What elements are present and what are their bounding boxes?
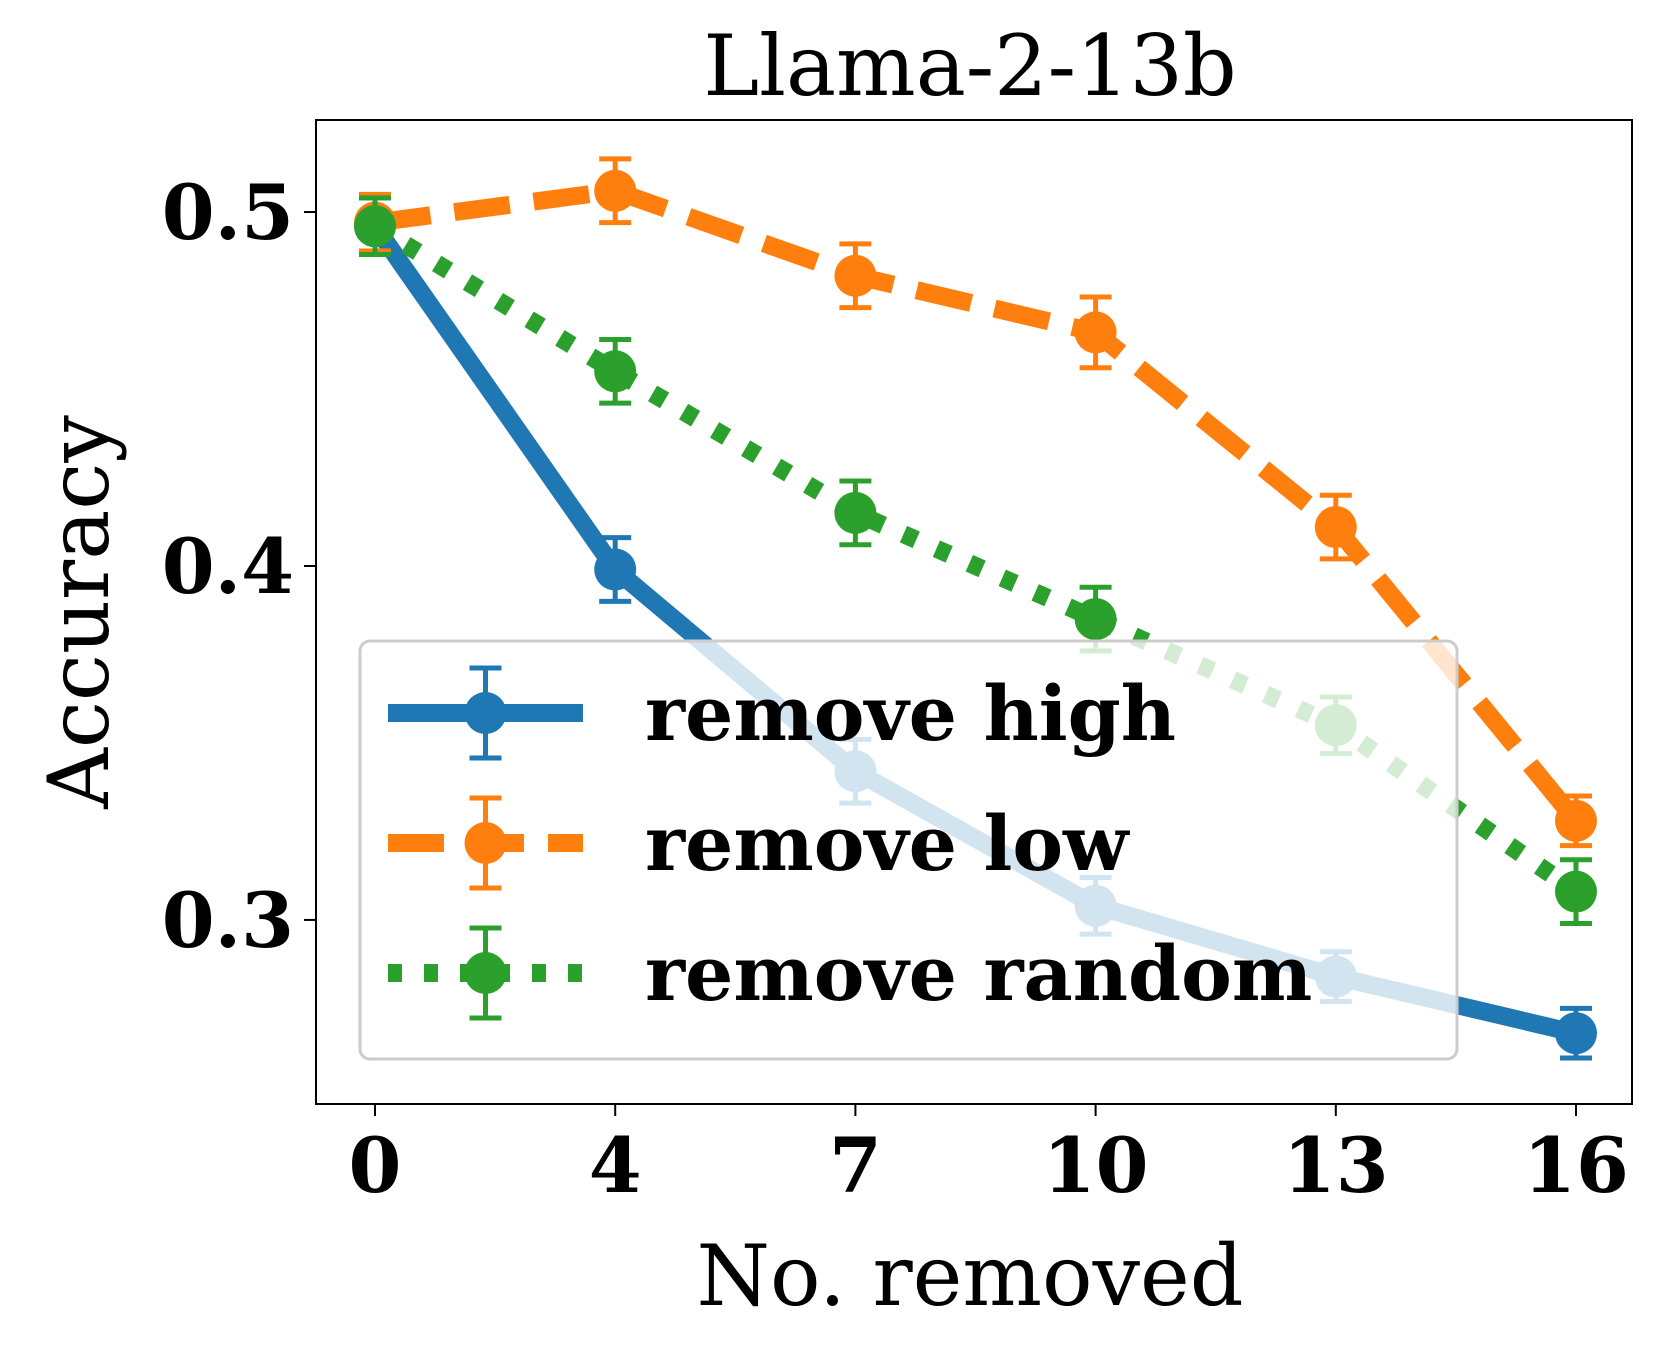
series-line bbox=[373, 181, 1583, 827]
legend-box bbox=[358, 639, 1459, 1061]
x-tick-label: 0 bbox=[349, 1121, 402, 1210]
x-tick-label: 4 bbox=[589, 1121, 642, 1210]
legend-marker bbox=[464, 822, 507, 864]
legend-item: remove low bbox=[388, 795, 1130, 891]
legend-item: remove random bbox=[388, 925, 1312, 1021]
legend-label: remove random bbox=[645, 929, 1312, 1018]
series-line bbox=[370, 218, 1582, 900]
x-axis-label: No. removed bbox=[696, 1227, 1243, 1325]
legend: remove high remove low remove random bbox=[358, 639, 1459, 1061]
series-remove-random bbox=[354, 195, 1597, 926]
x-axis: 0 4 7 10 13 16 bbox=[349, 1104, 1629, 1210]
data-point bbox=[594, 169, 637, 212]
y-axis: 0.3 0.4 0.5 bbox=[162, 168, 316, 965]
legend-marker bbox=[464, 952, 507, 994]
legend-marker bbox=[464, 692, 507, 734]
legend-item: remove high bbox=[388, 665, 1176, 761]
data-point bbox=[1314, 506, 1357, 549]
x-tick-label: 16 bbox=[1523, 1121, 1629, 1210]
x-tick-label: 7 bbox=[829, 1121, 882, 1210]
series-remove-low bbox=[354, 156, 1597, 849]
data-point bbox=[1555, 1012, 1597, 1055]
x-tick-label: 13 bbox=[1283, 1121, 1389, 1210]
data-point bbox=[1555, 799, 1597, 842]
data-point bbox=[1074, 311, 1117, 354]
y-tick-label: 0.4 bbox=[162, 522, 294, 611]
data-point bbox=[834, 254, 877, 297]
legend-label: remove low bbox=[645, 799, 1130, 888]
chart-title: Llama-2-13b bbox=[703, 17, 1236, 115]
x-tick-label: 10 bbox=[1043, 1121, 1149, 1210]
legend-label: remove high bbox=[645, 669, 1176, 758]
plot-frame bbox=[315, 119, 1633, 1105]
data-point bbox=[1555, 870, 1597, 913]
data-point bbox=[1074, 598, 1117, 641]
data-point bbox=[834, 491, 877, 534]
y-tick-label: 0.5 bbox=[162, 168, 294, 257]
data-point bbox=[594, 350, 637, 393]
y-axis-label: Accuracy bbox=[30, 415, 128, 810]
data-point bbox=[594, 548, 637, 591]
data-point bbox=[354, 205, 396, 248]
legend-items: remove high remove low remove random bbox=[388, 665, 1312, 1021]
y-tick-label: 0.3 bbox=[162, 876, 294, 965]
